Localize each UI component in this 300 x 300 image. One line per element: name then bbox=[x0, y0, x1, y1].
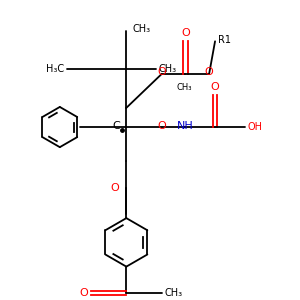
Text: CH₃: CH₃ bbox=[165, 288, 183, 298]
Text: NH: NH bbox=[177, 121, 194, 130]
Text: O: O bbox=[158, 68, 166, 77]
Text: CH₃: CH₃ bbox=[159, 64, 177, 74]
Text: O: O bbox=[79, 288, 88, 298]
Text: CH₃: CH₃ bbox=[132, 25, 150, 34]
Text: O: O bbox=[158, 121, 166, 130]
Text: O: O bbox=[205, 68, 214, 77]
Text: H₃C: H₃C bbox=[46, 64, 64, 74]
Text: OH: OH bbox=[248, 122, 262, 132]
Text: O: O bbox=[110, 183, 119, 193]
Text: O: O bbox=[211, 82, 219, 92]
Text: C: C bbox=[112, 121, 120, 130]
Text: R1: R1 bbox=[218, 35, 231, 45]
Text: CH₃: CH₃ bbox=[176, 83, 192, 92]
Text: O: O bbox=[181, 28, 190, 38]
